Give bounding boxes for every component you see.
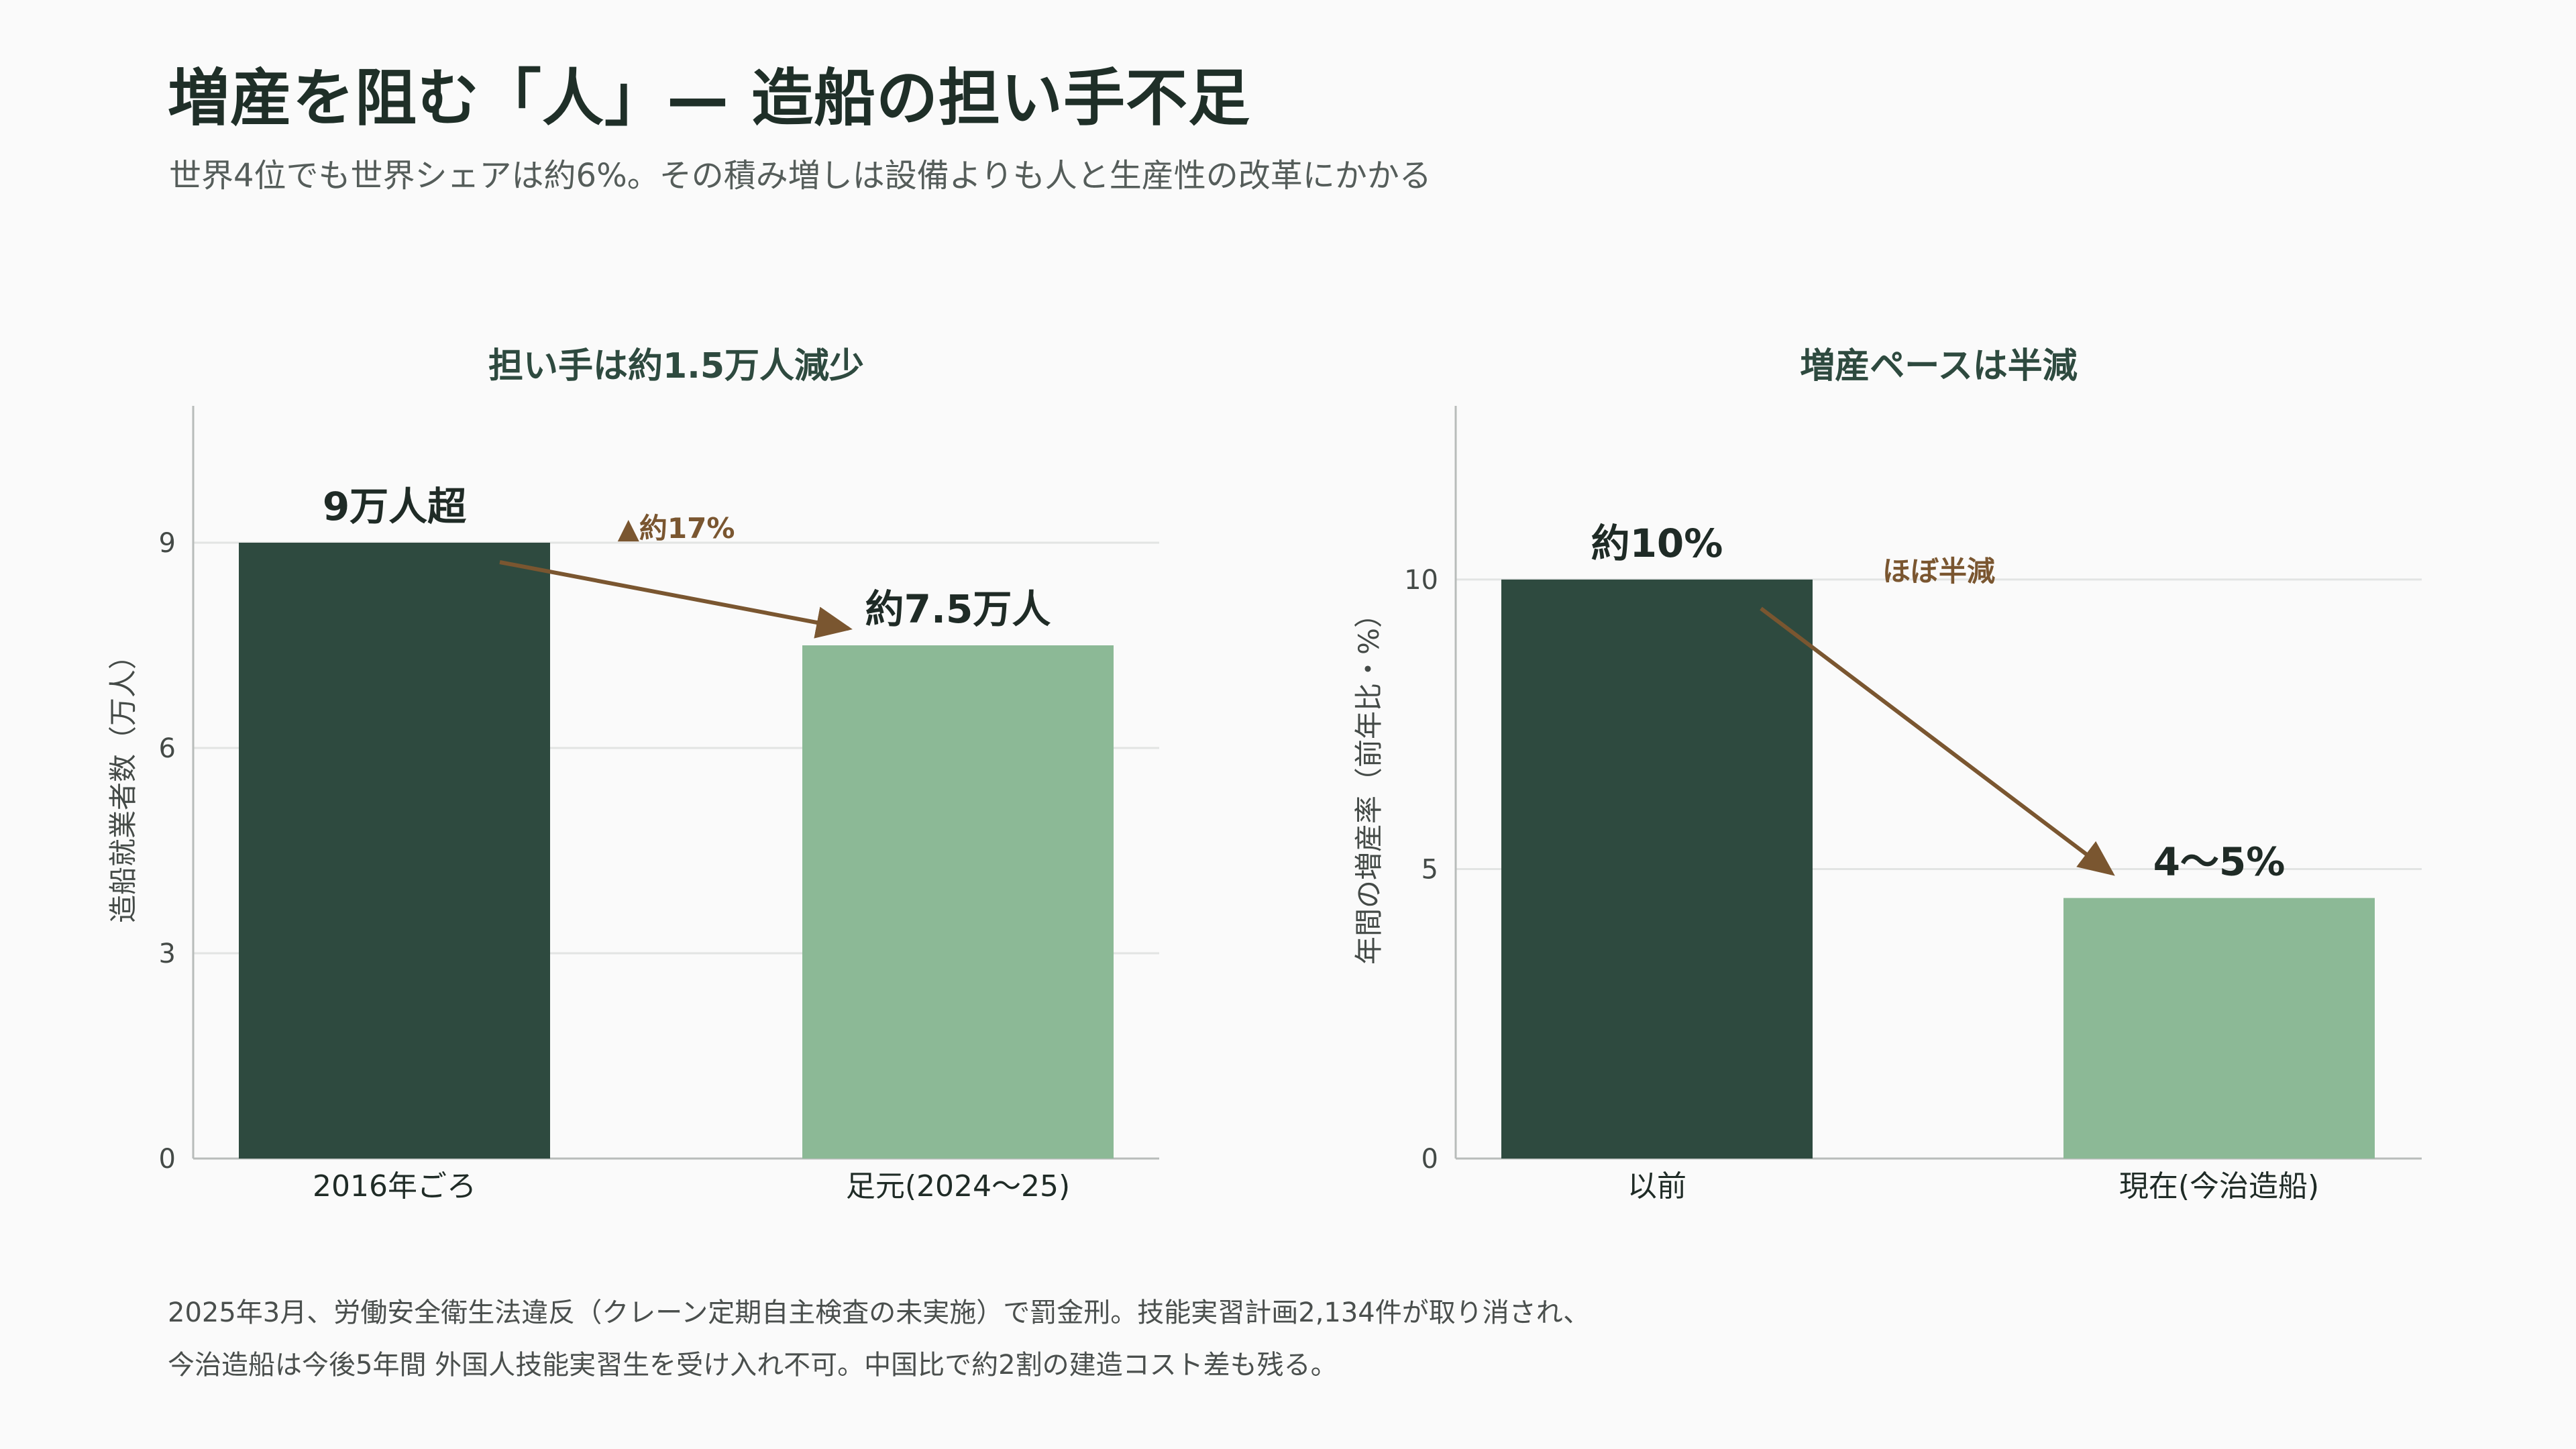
- left-category-label-2: 足元(2024〜25): [846, 1169, 1070, 1203]
- chart-right-panel: 増産ペースは半減 0 5 10 年間の増産率（前年比・%） 約10% 以前 4〜5% 現在(今治…: [1352, 346, 2422, 1203]
- left-ytick-label-6: 6: [159, 733, 176, 764]
- page-title: 増産を阻む「人」— 造船の担い手不足: [168, 62, 1251, 134]
- chart-left-panel: 担い手は約1.5万人減少 0 3 6 9 造船就業者数（万人） 9万人超 2016年ごろ 約7.…: [107, 346, 1159, 1203]
- right-ytick-label-0: 0: [1421, 1144, 1438, 1175]
- right-category-label-1: 以前: [1627, 1169, 1686, 1203]
- left-bar-2: [802, 645, 1114, 1159]
- right-chart-title: 増産ペースは半減: [1800, 346, 2077, 386]
- footnote-line-1: 2025年3月、労働安全衛生法違反（クレーン定期自主検査の未実施）で罰金刑。技能…: [168, 1297, 1591, 1328]
- left-bar-1: [239, 543, 550, 1159]
- right-change-annotation: ほぼ半減: [1882, 555, 1995, 588]
- footnote: 2025年3月、労働安全衛生法違反（クレーン定期自主検査の未実施）で罰金刑。技能…: [168, 1287, 1590, 1391]
- right-bar-value-label-2: 4〜5%: [2153, 839, 2286, 885]
- right-y-axis-label: 年間の増産率（前年比・%）: [1352, 600, 1385, 965]
- left-ytick-label-9: 9: [159, 528, 176, 559]
- left-ytick-label-3: 3: [159, 938, 176, 969]
- right-ytick-label-10: 10: [1404, 565, 1438, 596]
- left-change-arrow: [499, 560, 853, 639]
- left-category-label-1: 2016年ごろ: [313, 1169, 476, 1203]
- page-subtitle: 世界4位でも世界シェアは約6%。その積み増しは設備よりも人と生産性の改革にかかる: [169, 157, 1432, 195]
- right-change-arrow: [1760, 606, 2115, 876]
- right-category-label-2: 現在(今治造船): [2119, 1169, 2319, 1203]
- left-y-axis-label: 造船就業者数（万人）: [107, 641, 140, 923]
- right-bar-2: [2063, 898, 2375, 1159]
- left-bar-value-label-2: 約7.5万人: [865, 586, 1051, 632]
- left-chart-title: 担い手は約1.5万人減少: [488, 346, 864, 386]
- left-change-annotation: ▲約17%: [618, 512, 735, 545]
- right-bar-1: [1501, 579, 1813, 1159]
- footnote-line-2: 今治造船は今後5年間 外国人技能実習生を受け入れ不可。中国比で約2割の建造コスト…: [168, 1350, 1338, 1381]
- left-bar-value-label-1: 9万人超: [323, 484, 467, 529]
- right-ytick-label-5: 5: [1421, 854, 1438, 885]
- right-bar-value-label-1: 約10%: [1591, 521, 1723, 566]
- left-ytick-label-0: 0: [159, 1144, 176, 1175]
